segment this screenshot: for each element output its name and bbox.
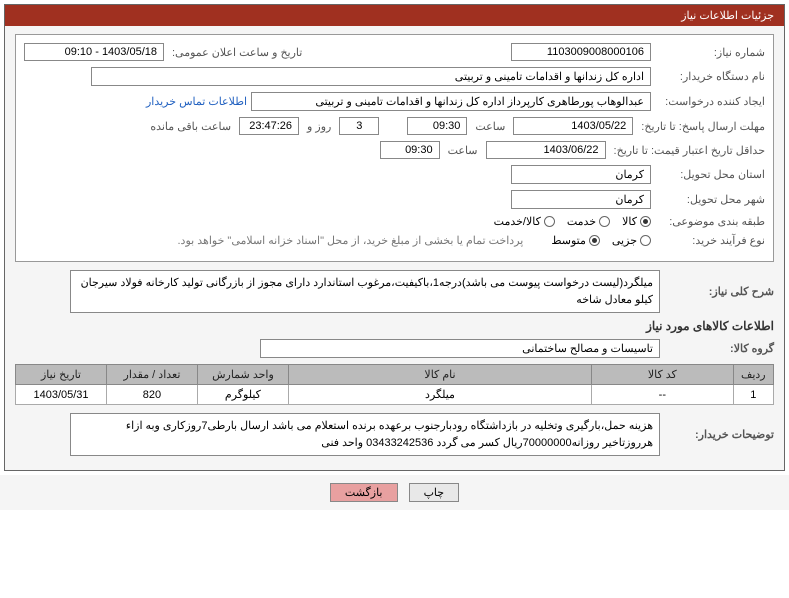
radio-label: کالا/خدمت: [494, 215, 541, 228]
info-box: شماره نیاز: 1103009008000106 تاریخ و ساع…: [15, 34, 774, 262]
validity-date: 1403/06/22: [486, 141, 606, 159]
process-label: نوع فرآیند خرید:: [655, 234, 765, 247]
desc-text: میلگرد(لیست درخواست پیوست می باشد)درجه1،…: [70, 270, 660, 313]
requester-label: ایجاد کننده درخواست:: [655, 95, 765, 108]
validity-label: حداقل تاریخ اعتبار قیمت: تا تاریخ:: [610, 144, 765, 157]
goods-table: ردیفکد کالانام کالاواحد شمارشتعداد / مقد…: [15, 364, 774, 405]
group-label: گروه کالا:: [664, 342, 774, 355]
city-label: شهر محل تحویل:: [655, 193, 765, 206]
radio-icon: [640, 235, 651, 246]
process-option-0[interactable]: جزیی: [612, 234, 651, 247]
days-value: 3: [339, 117, 379, 135]
goods-section-title: اطلاعات کالاهای مورد نیاز: [15, 319, 774, 333]
deadline-time: 09:30: [407, 117, 467, 135]
requester-value: عبدالوهاب پورطاهری کارپرداز اداره کل زند…: [251, 92, 651, 111]
table-cell: کیلوگرم: [197, 385, 288, 405]
radio-label: جزیی: [612, 234, 637, 247]
deadline-label: مهلت ارسال پاسخ: تا تاریخ:: [637, 120, 765, 133]
table-cell: --: [592, 385, 733, 405]
province-label: استان محل تحویل:: [655, 168, 765, 181]
buyer-label: نام دستگاه خریدار:: [655, 70, 765, 83]
radio-icon: [589, 235, 600, 246]
need-no-label: شماره نیاز:: [655, 46, 765, 59]
table-cell: میلگرد: [288, 385, 591, 405]
desc-label: شرح کلی نیاز:: [664, 285, 774, 298]
announce-label: تاریخ و ساعت اعلان عمومی:: [168, 46, 306, 59]
print-button[interactable]: چاپ: [409, 483, 460, 502]
radio-label: متوسط: [551, 234, 586, 247]
table-header: ردیف: [733, 365, 773, 385]
days-label: روز و: [303, 120, 335, 133]
validity-time: 09:30: [380, 141, 440, 159]
explain-label: توضیحات خریدار:: [664, 428, 774, 441]
category-label: طبقه بندی موضوعی:: [655, 215, 765, 228]
radio-label: کالا: [622, 215, 637, 228]
radio-icon: [599, 216, 610, 227]
deadline-date: 1403/05/22: [513, 117, 633, 135]
category-option-0[interactable]: کالا: [622, 215, 651, 228]
need-no-value: 1103009008000106: [511, 43, 651, 61]
category-radios: کالا خدمت کالا/خدمت: [494, 215, 651, 228]
table-cell: 1403/05/31: [16, 385, 107, 405]
contact-link[interactable]: اطلاعات تماس خریدار: [146, 95, 247, 108]
panel-title: جزئیات اطلاعات نیاز: [5, 5, 784, 26]
radio-label: خدمت: [567, 215, 596, 228]
table-header: نام کالا: [288, 365, 591, 385]
radio-icon: [640, 216, 651, 227]
group-value: تاسیسات و مصالح ساختمانی: [260, 339, 660, 358]
back-button[interactable]: بازگشت: [330, 483, 398, 502]
process-note: پرداخت تمام یا بخشی از مبلغ خرید، از محل…: [178, 234, 524, 247]
countdown-value: 23:47:26: [239, 117, 299, 135]
button-row: چاپ بازگشت: [0, 475, 789, 510]
buyer-value: اداره کل زندانها و اقدامات تامینی و تربی…: [91, 67, 651, 86]
time-label-1: ساعت: [471, 120, 509, 133]
table-header: واحد شمارش: [197, 365, 288, 385]
remaining-label: ساعت باقی مانده: [146, 120, 235, 133]
category-option-1[interactable]: خدمت: [567, 215, 610, 228]
table-header: کد کالا: [592, 365, 733, 385]
table-header: تاریخ نیاز: [16, 365, 107, 385]
category-option-2[interactable]: کالا/خدمت: [494, 215, 555, 228]
table-cell: 1: [733, 385, 773, 405]
province-value: کرمان: [511, 165, 651, 184]
main-panel: جزئیات اطلاعات نیاز شماره نیاز: 11030090…: [4, 4, 785, 471]
table-header: تعداد / مقدار: [107, 365, 198, 385]
table-cell: 820: [107, 385, 198, 405]
process-option-1[interactable]: متوسط: [551, 234, 600, 247]
city-value: کرمان: [511, 190, 651, 209]
time-label-2: ساعت: [444, 144, 482, 157]
explain-text: هزینه حمل،بارگیری وتخلیه در بازداشتگاه ر…: [70, 413, 660, 456]
announce-value: 1403/05/18 - 09:10: [24, 43, 164, 61]
table-row: 1--میلگردکیلوگرم8201403/05/31: [16, 385, 774, 405]
radio-icon: [544, 216, 555, 227]
process-radios: جزیی متوسط: [551, 234, 651, 247]
